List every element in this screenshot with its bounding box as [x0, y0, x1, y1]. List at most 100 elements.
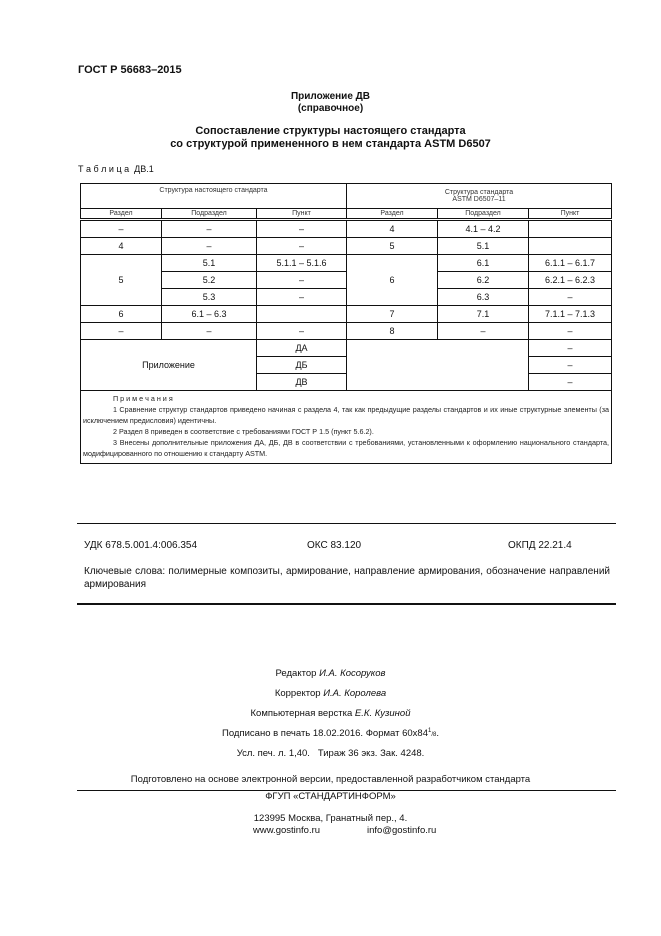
annex-title: Приложение ДВ [290, 91, 371, 102]
format-sup: 1 [427, 728, 432, 734]
cell [346, 339, 529, 391]
table-row: ДБ – [81, 356, 612, 374]
cell: – [528, 373, 612, 391]
table-notes: П р и м е ч а н и я 1 Сравнение структур… [80, 390, 612, 464]
note-3: 3 Внесены дополнительные приложения ДА, … [83, 438, 609, 458]
cell: 5.2 [161, 271, 257, 289]
publisher: ФГУП «СТАНДАРТИНФОРМ» [265, 791, 396, 802]
cell: – [161, 322, 257, 340]
group-header-right: Структура стандарта ASTM D6507–11 [346, 183, 612, 209]
cell: 6.1 [437, 254, 529, 272]
cell: 6.2.1 – 6.2.3 [528, 271, 612, 289]
okpd: ОКПД 22.21.4 [508, 540, 572, 551]
editor-label: Редактор [275, 668, 317, 679]
website-link[interactable]: www.gostinfo.ru [253, 825, 321, 836]
cell [256, 305, 347, 323]
table-row: – – –4 4.1 – 4.2 [80, 219, 612, 238]
cell: 5 [346, 237, 438, 255]
print-info: Усл. печ. л. 1,40. Тираж 36 экз. Зак. 42… [236, 748, 425, 759]
group-header-right-line2: ASTM D6507–11 [452, 196, 506, 203]
notes-title: П р и м е ч а н и я [113, 394, 173, 403]
cell: ДВ [256, 373, 347, 391]
cell: – [528, 356, 612, 374]
signed-line: Подписано в печать 18.02.2016. Формат 60… [222, 728, 439, 740]
corrector-line: Корректор И.А. Королева [0, 688, 661, 699]
cell: 6 [346, 254, 438, 306]
note-1: 1 Сравнение структур стандартов приведен… [83, 405, 609, 425]
keywords: Ключевые слова: полимерные композиты, ар… [84, 566, 610, 590]
cell: 4 [80, 237, 162, 255]
format-sub: /8 [431, 732, 437, 739]
cell: – [256, 322, 347, 340]
cell: 5.1 [437, 237, 529, 255]
comparison-table: Структура настоящего стандарта Структура… [80, 183, 612, 464]
table-row: 6 6.1 – 6.3 7 7.1 7.1.1 – 7.1.3 [80, 305, 612, 323]
cell: 6.2 [437, 271, 529, 289]
cell: 4.1 – 4.2 [437, 219, 529, 238]
signed-text: Подписано в печать 18.02.2016. Формат 60… [222, 728, 428, 740]
cell: – [80, 219, 162, 238]
cell: 6.1 – 6.3 [161, 305, 257, 323]
cell: Приложение [80, 339, 257, 391]
address: 123995 Москва, Гранатный пер., 4. [253, 813, 408, 824]
doc-code: ГОСТ Р 56683–2015 [78, 64, 182, 76]
table-row: Приложение ДА – [80, 339, 612, 391]
cell: – [256, 219, 347, 238]
cell: – [528, 322, 612, 340]
note-2: 2 Раздел 8 приведен в соответствие с тре… [113, 427, 374, 436]
col-header: Пункт [528, 208, 612, 221]
cell: – [528, 339, 612, 357]
cell: 4 [346, 219, 438, 238]
table-row: 4– –5 5.1 [80, 237, 612, 255]
oks: ОКС 83.120 [307, 540, 362, 551]
corrector-label: Корректор [274, 688, 321, 699]
col-header: Пункт [256, 208, 347, 221]
corrector-name: И.А. Королева [323, 688, 387, 699]
col-header: Подраздел [437, 208, 529, 221]
prepared-text: Подготовлено на основе электронной верси… [130, 774, 531, 785]
cell: 5.1.1 – 5.1.6 [256, 254, 347, 272]
cell: ДА [256, 339, 347, 357]
editor-name: И.А. Косоруков [319, 668, 386, 679]
cell [528, 219, 612, 238]
cell: 6 [80, 305, 162, 323]
cell: – [161, 237, 257, 255]
group-header-right-line1: Структура стандарта [444, 189, 514, 196]
cell: 6.3 [437, 288, 529, 306]
col-header: Подраздел [161, 208, 257, 221]
cell: 6.1.1 – 6.1.7 [528, 254, 612, 272]
cell: – [80, 322, 162, 340]
cell: – [437, 322, 529, 340]
divider [77, 523, 616, 524]
cell: 7 [346, 305, 438, 323]
layout-line: Компьютерная верстка Е.К. Кузиной [0, 708, 661, 719]
table-row: 5 5.1 5.1.1 – 5.1.6 6 6.1 6.1.1 – 6.1.7 [80, 254, 612, 306]
table-row: 5.2– 6.2 6.2.1 – 6.2.3 [81, 271, 612, 289]
email-link[interactable]: info@gostinfo.ru [367, 825, 437, 836]
layout-name: Е.К. Кузиной [354, 708, 411, 719]
table-row: – – –8– – [80, 322, 612, 340]
cell [528, 237, 612, 255]
cell: 8 [346, 322, 438, 340]
group-header-left: Структура настоящего стандарта [80, 183, 347, 209]
cell: – [256, 271, 347, 289]
col-header: Раздел [346, 208, 438, 221]
annex-heading-2: со структурой примененного в нем стандар… [170, 138, 491, 150]
cell: – [161, 219, 257, 238]
cell: 5.1 [161, 254, 257, 272]
layout-label: Компьютерная верстка [250, 708, 353, 719]
cell: ДБ [256, 356, 347, 374]
cell: – [528, 288, 612, 306]
annex-heading-1: Сопоставление структуры настоящего станд… [195, 125, 466, 137]
cell: 7.1 [437, 305, 529, 323]
col-header: Раздел [80, 208, 162, 221]
table-row: ДВ – [81, 373, 612, 391]
editor-line: Редактор И.А. Косоруков [0, 668, 661, 679]
cell: 5.3 [161, 288, 257, 306]
divider [77, 790, 616, 791]
cell: – [256, 237, 347, 255]
udk: УДК 678.5.001.4:006.354 [84, 540, 198, 551]
cell: 7.1.1 – 7.1.3 [528, 305, 612, 323]
annex-subtitle: (справочное) [297, 103, 364, 114]
